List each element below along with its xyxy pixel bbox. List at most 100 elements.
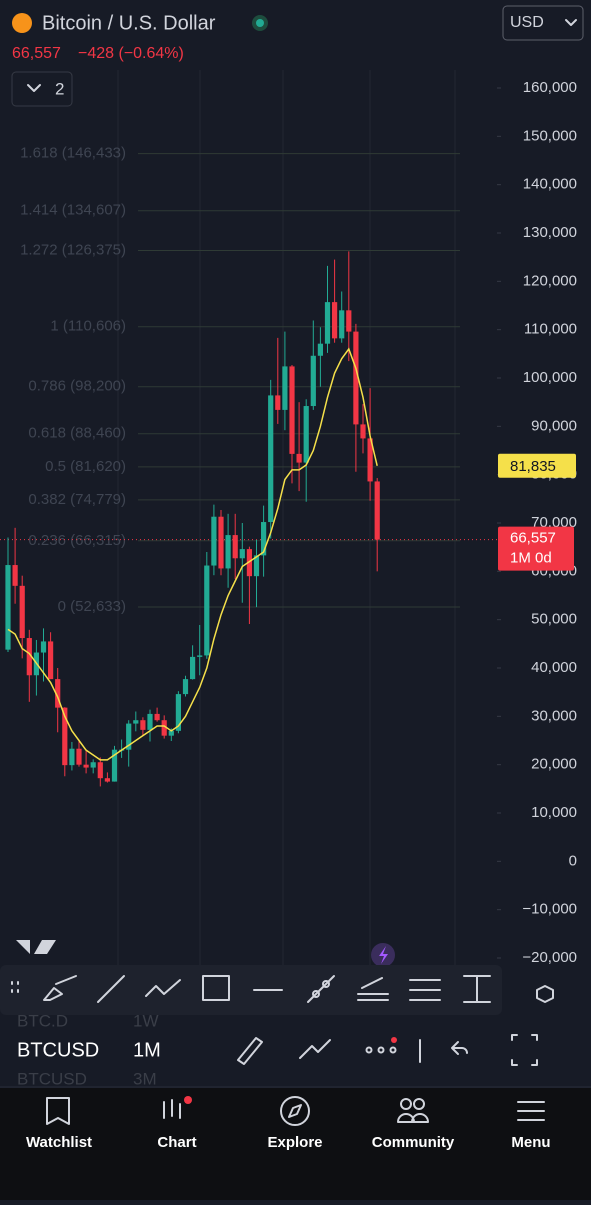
candle-body: [140, 720, 146, 730]
candle-body: [111, 749, 118, 782]
actions[interactable]: [237, 1034, 538, 1066]
candle-body: [317, 343, 323, 356]
coin-icon: [12, 13, 32, 33]
tv-logo: [16, 940, 56, 954]
candle-body: [133, 720, 139, 724]
candle-body: [48, 641, 54, 680]
fib-label: 0.382 (74,779): [28, 491, 126, 508]
fib-label: 1.272 (126,375): [20, 241, 126, 258]
candle-body: [289, 366, 295, 454]
candle-body: [303, 406, 309, 463]
candle-body: [90, 762, 96, 768]
candle-body: [339, 310, 345, 339]
price: 66,557: [12, 45, 61, 62]
candle-body: [353, 331, 359, 425]
interval: 1W: [133, 1011, 159, 1030]
chevron: [565, 19, 577, 26]
moving-average: [7, 347, 378, 761]
candle-body: [246, 549, 252, 577]
candle-body: [268, 395, 274, 523]
countdown: 1M 0d: [510, 550, 552, 567]
indicator-count: 2: [55, 79, 64, 98]
chevron: [27, 84, 41, 92]
lightning-icon: [379, 946, 388, 964]
nav-label[interactable]: Explore: [267, 1134, 322, 1151]
badge: [391, 1037, 397, 1043]
candle-body: [204, 565, 210, 656]
plot: 1.618 (146,433) 1.414 (134,607) 1.272 (126…: [0, 79, 577, 966]
candle-body: [76, 748, 82, 765]
y-tick-label: −20,000: [522, 949, 577, 966]
fib-label: 1.414 (134,607): [20, 202, 126, 219]
candle-body: [175, 694, 181, 731]
candle-body: [310, 355, 316, 407]
candle-body: [332, 302, 338, 339]
badge: [184, 1096, 192, 1104]
y-tick-label: −10,000: [522, 901, 577, 918]
y-tick-label: 90,000: [531, 417, 577, 434]
candle-body: [40, 641, 47, 653]
candle-body: [55, 679, 61, 708]
fib-label: 1 (110,606): [50, 318, 126, 335]
candle-body: [253, 555, 260, 577]
symbol: BTC.D: [17, 1011, 68, 1030]
indicator-toggle[interactable]: [11, 71, 73, 107]
candle-body: [374, 481, 380, 540]
nav-label[interactable]: Watchlist: [26, 1134, 92, 1151]
fib-label: 0.618 (88,460): [28, 425, 126, 442]
candle-body: [211, 516, 217, 566]
currency: USD: [510, 14, 544, 31]
nav-icons[interactable]: [46, 1096, 545, 1126]
candle-body: [296, 453, 302, 463]
candle-body: [12, 565, 18, 586]
y-tick-label: 50,000: [531, 611, 577, 628]
symbol[interactable]: BTCUSD: [17, 1039, 99, 1061]
fib-label: 0.5 (81,620): [45, 458, 126, 475]
candle-body: [69, 748, 75, 766]
y-tick-label: 140,000: [523, 176, 577, 193]
candle-body: [26, 638, 32, 676]
candle-body: [275, 395, 281, 410]
y-tick-label: 10,000: [531, 804, 577, 821]
price-label: 66,557: [510, 530, 556, 547]
grid: [117, 70, 456, 965]
ma-label: 81,835: [510, 458, 556, 475]
candle-body: [104, 778, 110, 782]
y-tick-label: 30,000: [531, 707, 577, 724]
candle-body: [346, 310, 352, 332]
nav: Watchlist Chart Explore Community Menu: [26, 1134, 551, 1151]
candle-body: [161, 720, 167, 736]
fib-label: 0 (52,633): [58, 598, 126, 615]
nav-label[interactable]: Community: [372, 1134, 455, 1151]
candle-body: [190, 656, 196, 680]
candle-body: [182, 679, 189, 695]
drawing-toolbar: [0, 965, 502, 1015]
y-tick-label: 160,000: [523, 79, 577, 96]
candle-body: [367, 438, 373, 482]
candle-body: [5, 565, 11, 650]
y-tick-label: 120,000: [523, 272, 577, 289]
candle-body: [232, 535, 238, 559]
y-tick-label: 100,000: [523, 369, 577, 386]
candle-body: [147, 713, 153, 730]
currency-button[interactable]: [502, 5, 584, 41]
candle-body: [239, 549, 245, 559]
nav-label[interactable]: Menu: [511, 1134, 550, 1151]
candle-body: [19, 585, 25, 639]
y-tick-label: 150,000: [523, 127, 577, 144]
ma-label-bg: [498, 453, 576, 478]
y-tick-label: 110,000: [524, 321, 577, 338]
candle-body: [324, 302, 331, 344]
fib-label: 1.618 (146,433): [20, 145, 126, 162]
symbols: BTC.D 1W BTCUSD 1M BTCUSD 3M: [17, 1011, 161, 1088]
interval[interactable]: 1M: [133, 1039, 161, 1061]
fib-label: 0.786 (98,200): [28, 378, 126, 395]
candle-body: [261, 522, 267, 556]
candle-body: [168, 730, 174, 736]
tools[interactable]: [11, 975, 554, 1003]
y-tick-label: 20,000: [531, 756, 577, 773]
candle-body: [218, 516, 224, 569]
nav-label[interactable]: Chart: [157, 1134, 196, 1151]
candle-body: [197, 655, 203, 657]
